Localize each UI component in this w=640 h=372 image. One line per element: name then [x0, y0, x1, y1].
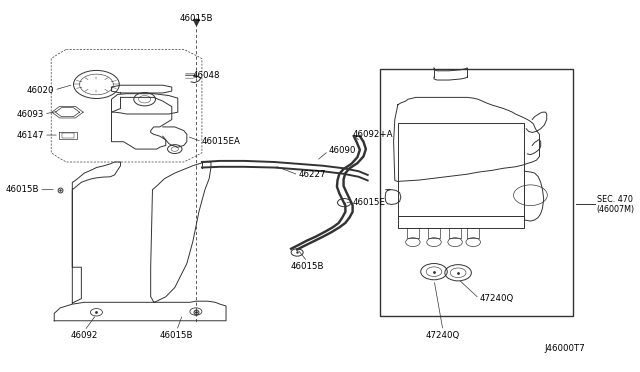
Text: 46015E: 46015E [353, 198, 386, 207]
Text: SEC. 470
(46007M): SEC. 470 (46007M) [596, 195, 635, 214]
Bar [398, 123, 524, 215]
Text: 46015EA: 46015EA [202, 137, 241, 146]
Text: 47240Q: 47240Q [426, 331, 460, 340]
Text: 46015B: 46015B [160, 331, 193, 340]
Text: 46015B: 46015B [6, 185, 39, 194]
Bar [380, 68, 573, 316]
Text: 47240Q: 47240Q [479, 294, 513, 303]
Text: 46015B: 46015B [179, 14, 212, 23]
Text: 46093: 46093 [17, 109, 44, 119]
Text: 46090: 46090 [328, 147, 356, 155]
Text: 46015B: 46015B [291, 262, 324, 271]
Text: 46147: 46147 [17, 131, 44, 140]
Text: 46048: 46048 [193, 71, 220, 80]
Text: 46092+A: 46092+A [353, 130, 393, 139]
Text: 46020: 46020 [27, 86, 54, 94]
Text: J46000T7: J46000T7 [544, 344, 585, 353]
Text: 46227: 46227 [298, 170, 326, 179]
Text: 46092: 46092 [70, 331, 98, 340]
